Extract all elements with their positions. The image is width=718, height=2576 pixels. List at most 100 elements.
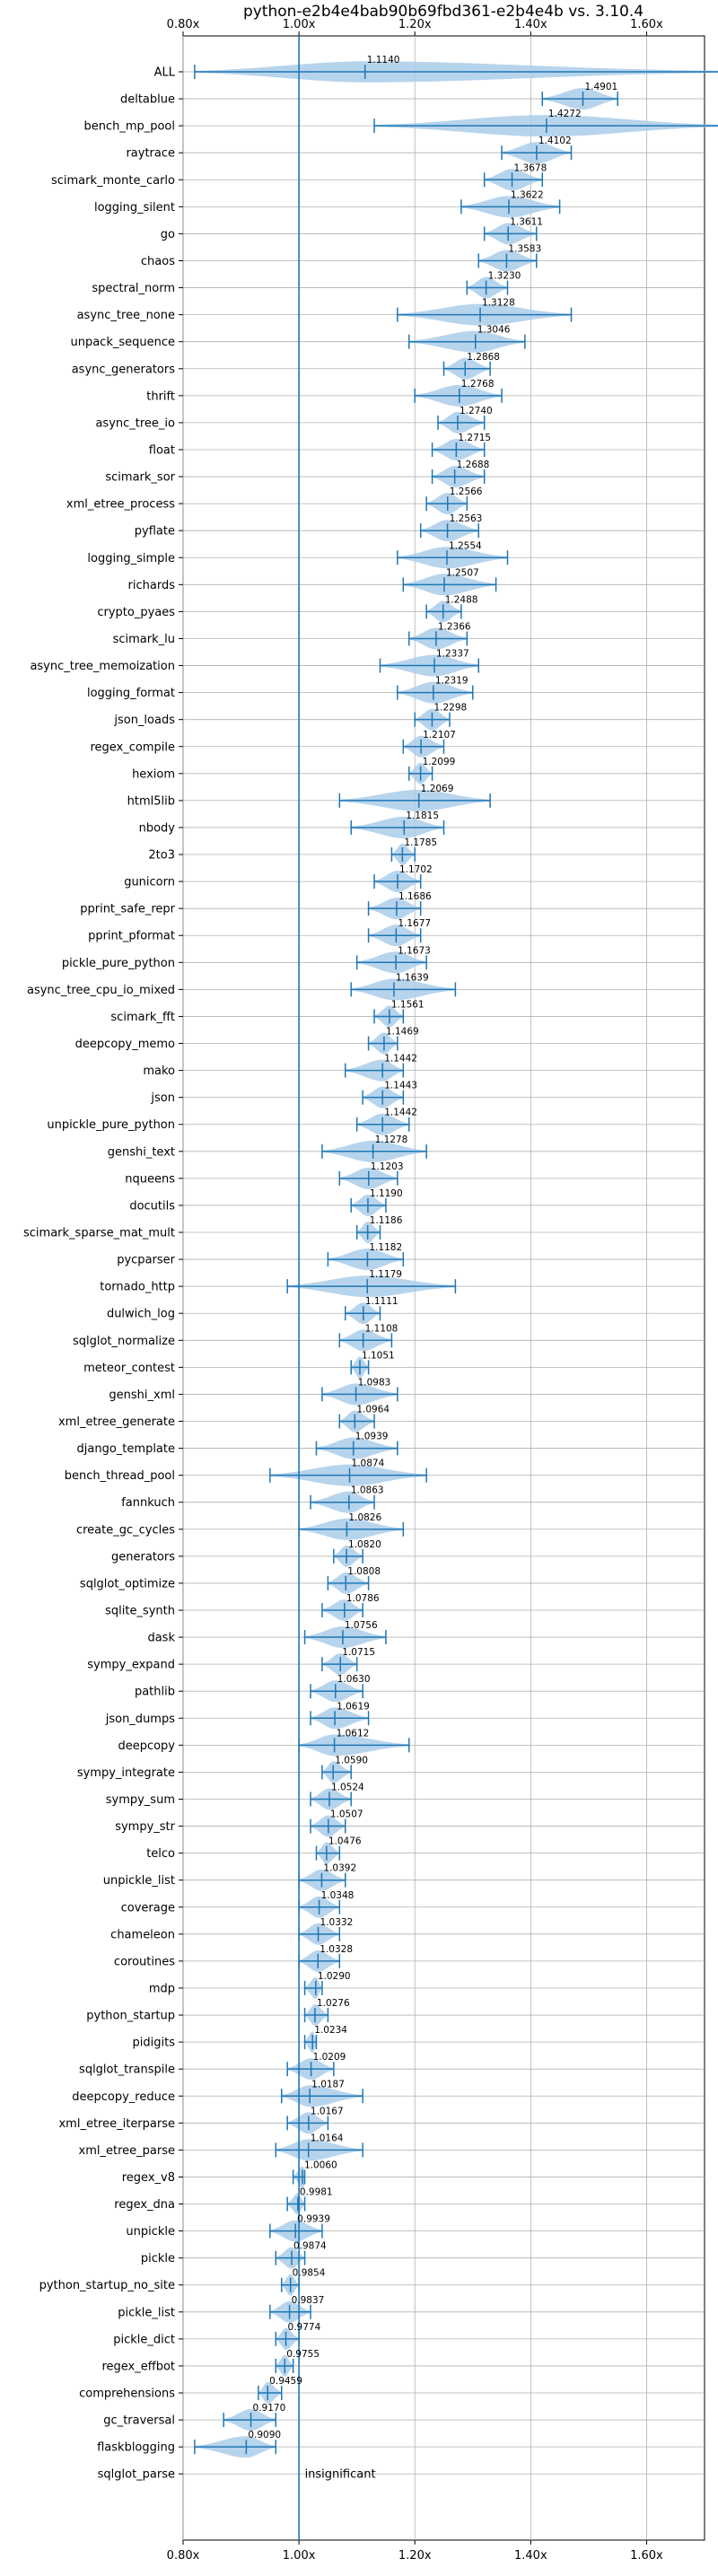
median-value-label: 1.4272 [548, 109, 582, 119]
median-value-label: 0.9939 [297, 2214, 330, 2225]
median-value-label: 1.1686 [398, 891, 432, 902]
x-tick-label-bottom: 1.60x [630, 2549, 663, 2563]
y-tick-label: unpickle [126, 2225, 175, 2239]
y-tick-label: meteor_contest [83, 1362, 175, 1375]
median-value-label: 1.0524 [331, 1782, 364, 1792]
median-value-label: 0.9981 [300, 2187, 333, 2198]
median-value-label: 1.0392 [323, 1863, 356, 1874]
y-tick-label: richards [128, 579, 176, 592]
median-value-label: 1.0715 [342, 1647, 375, 1658]
median-value-label: 1.1785 [404, 837, 437, 848]
y-tick-label: bench_thread_pool [65, 1469, 175, 1483]
median-value-label: 1.0187 [311, 2079, 345, 2090]
median-value-label: 1.2069 [421, 784, 454, 794]
median-value-label: 1.1673 [398, 945, 431, 956]
median-value-label: 1.1179 [369, 1269, 402, 1280]
y-tick-label: sympy_str [115, 1820, 175, 1834]
median-value-label: 1.0983 [358, 1377, 391, 1388]
median-value-label: 1.0826 [348, 1512, 381, 1523]
y-tick-label: python_startup_no_site [39, 2279, 175, 2292]
median-value-label: 1.0874 [352, 1459, 385, 1469]
y-tick-label: sqlglot_optimize [80, 1577, 175, 1590]
median-value-label: 1.0786 [346, 1593, 380, 1604]
median-value-label: 1.3046 [477, 325, 511, 336]
median-value-label: 1.0612 [337, 1728, 370, 1739]
median-value-label: 1.0863 [351, 1485, 384, 1496]
y-tick-label: json_loads [113, 714, 175, 727]
y-tick-label: nqueens [125, 1172, 175, 1186]
x-tick-label-bottom: 1.00x [283, 2549, 316, 2563]
y-tick-label: dask [147, 1632, 175, 1645]
median-value-label: 1.1278 [375, 1135, 408, 1145]
y-tick-label: create_gc_cycles [76, 1523, 175, 1537]
y-tick-label: docutils [129, 1199, 175, 1213]
y-tick-label: xml_etree_iterparse [58, 2117, 175, 2131]
median-value-label: 1.1442 [384, 1054, 417, 1065]
y-tick-label: json [150, 1091, 175, 1105]
y-tick-label: chaos [141, 255, 175, 268]
median-value-label: 1.0756 [345, 1620, 378, 1631]
y-tick-label: 2to3 [148, 849, 175, 863]
y-tick-label: comprehensions [79, 2388, 175, 2401]
y-tick-label: pickle_dict [113, 2333, 175, 2346]
median-value-label: 1.2566 [450, 486, 483, 497]
y-tick-label: xml_etree_generate [58, 1415, 175, 1429]
x-tick-labels-top: 0.80x 1.00x 1.20x 1.40x 1.60x [167, 18, 663, 36]
y-tick-label: logging_format [87, 687, 175, 700]
median-value-label: 0.9459 [269, 2376, 302, 2387]
x-tick-label-top: 1.40x [514, 18, 547, 31]
y-tick-label: chameleon [110, 1928, 175, 1941]
y-tick-label: scimark_fft [110, 1011, 175, 1024]
median-value-label: 1.2107 [423, 730, 456, 740]
median-value-label: 1.1186 [370, 1215, 403, 1226]
y-tick-labels: ALL deltablue bench_mp_pool raytrace scimark… [23, 66, 183, 2482]
median-value-label: 1.3128 [482, 298, 515, 309]
median-value-label: 1.0164 [311, 2133, 344, 2143]
y-tick-label: django_template [77, 1442, 175, 1456]
y-tick-label: tornado_http [100, 1281, 175, 1294]
y-tick-label: hexiom [132, 767, 175, 781]
median-value-label: 0.9854 [293, 2268, 326, 2279]
median-value-label: 1.0167 [311, 2106, 344, 2116]
x-tick-labels-bottom: 0.80x 1.00x 1.20x 1.40x 1.60x [167, 2540, 663, 2563]
median-value-label: 1.4901 [584, 82, 617, 92]
x-tick-label-top: 0.80x [167, 18, 200, 31]
y-tick-label: async_tree_cpu_io_mixed [27, 984, 175, 997]
median-value-label: 1.1702 [399, 864, 433, 875]
median-value-label: 1.1182 [369, 1242, 402, 1253]
median-value-label: 1.2768 [461, 379, 495, 390]
median-value-label: 1.2099 [423, 757, 456, 767]
median-value-label: 1.2337 [436, 649, 469, 660]
y-tick-label: spectral_norm [92, 282, 175, 295]
median-value-label: 1.1051 [362, 1350, 395, 1361]
median-value-label: 1.1443 [384, 1081, 417, 1091]
y-tick-label: gunicorn [124, 876, 175, 889]
y-tick-label: dulwich_log [107, 1308, 175, 1321]
median-value-label: 1.0964 [356, 1405, 390, 1415]
y-tick-label: json_dumps [105, 1713, 175, 1726]
median-value-label: 0.9170 [253, 2403, 286, 2414]
x-tick-label-top: 1.60x [630, 18, 663, 31]
y-tick-label: float [149, 443, 175, 457]
median-value-label: 1.2298 [433, 703, 467, 714]
x-tick-label-top: 1.00x [283, 18, 316, 31]
median-value-label: 1.3611 [510, 216, 543, 227]
median-value-label: 1.1203 [371, 1161, 404, 1172]
median-value-label: 1.2488 [445, 594, 478, 605]
median-value-label: 1.1108 [365, 1323, 398, 1334]
y-tick-label: pickle [141, 2252, 175, 2265]
y-tick-label: deltablue [120, 93, 175, 107]
y-tick-label: bench_mp_pool [83, 120, 175, 134]
x-tick-label-bottom: 1.40x [514, 2549, 547, 2563]
chart-title: python-e2b4e4bab90b69fbd361-e2b4e4b vs. … [243, 3, 644, 21]
median-value-label: 1.0348 [321, 1890, 355, 1901]
median-value-label: 1.2740 [460, 406, 493, 416]
median-value-label: 1.4102 [538, 136, 572, 146]
y-tick-label: regex_effbot [101, 2360, 175, 2373]
median-value-label: 0.9874 [293, 2241, 327, 2252]
y-tick-label: unpickle_pure_python [47, 1118, 175, 1132]
y-tick-label: go [161, 228, 175, 241]
y-tick-label: sympy_expand [87, 1659, 175, 1672]
median-value-label: 1.0507 [330, 1809, 363, 1820]
